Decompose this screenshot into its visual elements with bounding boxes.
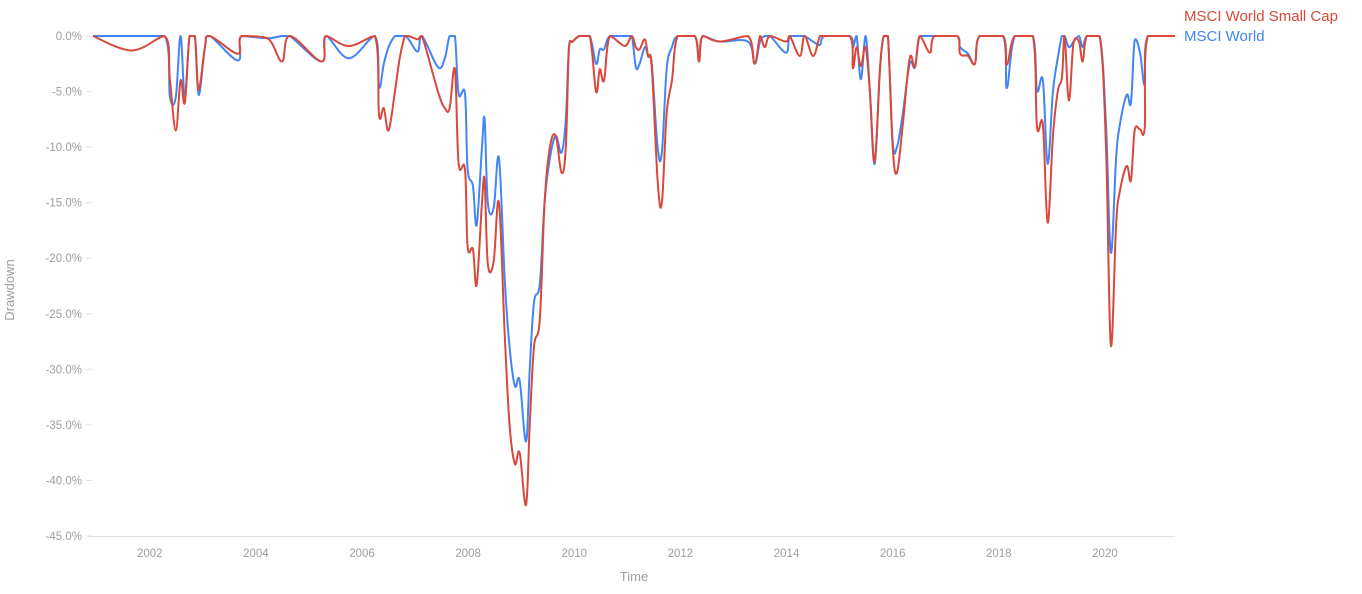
x-tick-label: 2004 — [243, 548, 269, 560]
x-tick-label: 2016 — [880, 548, 906, 560]
x-tick-label: 2010 — [562, 548, 588, 560]
y-tick-label: -30.0% — [46, 364, 82, 376]
x-tick-label: 2006 — [349, 548, 375, 560]
y-axis: 0.0% -5.0% -10.0% -15.0% -20.0% -25.0% -30.0% -… — [46, 31, 92, 543]
y-tick-label: -40.0% — [46, 475, 82, 487]
x-tick-label: 2012 — [668, 548, 694, 560]
x-tick-label: 2014 — [774, 548, 800, 560]
series-line-msci-world-small-cap — [92, 35, 1175, 506]
legend-item-msci-world: MSCI World — [1184, 28, 1265, 45]
x-tick-label: 2018 — [986, 548, 1012, 560]
y-tick-label: 0.0% — [56, 31, 82, 43]
y-tick-label: -15.0% — [46, 198, 82, 210]
y-tick-label: -20.0% — [46, 253, 82, 265]
y-tick-label: -35.0% — [46, 420, 82, 432]
y-tick-label: -25.0% — [46, 309, 82, 321]
x-tick-label: 2008 — [455, 548, 481, 560]
x-tick-label: 2020 — [1092, 548, 1118, 560]
x-axis: 2002 2004 2006 2008 2010 2012 2014 2016 2018 2020 — [137, 548, 1118, 560]
x-tick-label: 2002 — [137, 548, 163, 560]
series-line-msci-world — [93, 35, 1175, 443]
y-axis-title: Drawdown — [2, 259, 17, 320]
y-tick-label: -45.0% — [46, 531, 82, 543]
y-tick-label: -5.0% — [52, 87, 82, 99]
legend-item-msci-world-small-cap: MSCI World Small Cap — [1184, 8, 1338, 25]
series-lines — [92, 35, 1175, 506]
y-tick-label: -10.0% — [46, 142, 82, 154]
x-axis-title: Time — [620, 569, 648, 584]
